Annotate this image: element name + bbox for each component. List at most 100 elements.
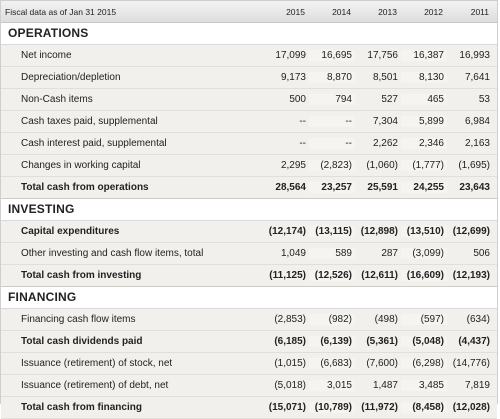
cell: 24,255 [401, 182, 447, 193]
year-col: 2011 [470, 6, 489, 17]
cell: 23,643 [459, 182, 490, 193]
cell: (13,510) [401, 226, 447, 237]
row-label: Total cash from operations [21, 182, 149, 193]
cell: (15,071) [268, 402, 306, 413]
row-label: Issuance (retirement) of debt, net [21, 380, 169, 391]
cell: 16,387 [401, 50, 447, 61]
total-row: Total cash from investing (11,125) (12,5… [1, 265, 497, 287]
row-label: Capital expenditures [21, 226, 120, 237]
cell: 17,756 [367, 50, 398, 61]
table-row: Non-Cash items 500 794 527 465 53 [1, 89, 497, 111]
year-col: 2012 [424, 6, 443, 17]
cell: (1,777) [401, 160, 447, 171]
cell: (12,193) [452, 270, 490, 281]
cell: -- [309, 116, 355, 127]
cell: 8,870 [309, 72, 355, 83]
table-row: Depreciation/depletion 9,173 8,870 8,501… [1, 67, 497, 89]
cell: (12,699) [452, 226, 490, 237]
table-row: Total cash dividends paid (6,185) (6,139… [1, 331, 497, 353]
cell: (597) [401, 314, 447, 325]
section-title-investing: INVESTING [1, 199, 497, 221]
cell: 23,257 [309, 182, 355, 193]
total-row: Total cash from financing (15,071) (10,7… [1, 397, 497, 419]
section-title-financing: FINANCING [1, 287, 497, 309]
row-label: Depreciation/depletion [21, 72, 121, 83]
row-label: Cash interest paid, supplemental [21, 138, 167, 149]
cell: (8,458) [401, 402, 447, 413]
table-row: Net income 17,099 16,695 17,756 16,387 1… [1, 45, 497, 67]
row-label: Cash taxes paid, supplemental [21, 116, 158, 127]
table-row: Cash interest paid, supplemental -- -- 2… [1, 133, 497, 155]
cell: -- [299, 138, 306, 149]
cell: 465 [401, 94, 447, 105]
cell: (6,139) [309, 336, 355, 347]
cell: 8,130 [401, 72, 447, 83]
cell: (1,015) [274, 358, 306, 369]
cell: 28,564 [275, 182, 306, 193]
cell: (6,298) [401, 358, 447, 369]
cell: (12,526) [309, 270, 355, 281]
cell: 7,641 [464, 72, 490, 83]
cell: (2,853) [274, 314, 306, 325]
cell: (5,361) [366, 336, 398, 347]
cell: 2,295 [280, 160, 306, 171]
table-row: Issuance (retirement) of stock, net (1,0… [1, 353, 497, 375]
cell: 17,099 [275, 50, 306, 61]
cell: (12,028) [452, 402, 490, 413]
cell: (634) [466, 314, 490, 325]
cell: 5,899 [401, 116, 447, 127]
cell: -- [299, 116, 306, 127]
cell: 16,695 [309, 50, 355, 61]
row-label: Non-Cash items [21, 94, 93, 105]
table-row: Financing cash flow items (2,853) (982) … [1, 309, 497, 331]
row-label: Issuance (retirement) of stock, net [21, 358, 173, 369]
table-row: Other investing and cash flow items, tot… [1, 243, 497, 265]
cell: 7,304 [372, 116, 398, 127]
cell: 500 [289, 94, 306, 105]
cell: (4,437) [458, 336, 490, 347]
cell: 1,049 [280, 248, 306, 259]
cell: (6,683) [309, 358, 355, 369]
table-row: Cash taxes paid, supplemental -- -- 7,30… [1, 111, 497, 133]
cell: (7,600) [366, 358, 398, 369]
cell: 527 [381, 94, 398, 105]
table-row: Changes in working capital 2,295 (2,823)… [1, 155, 497, 177]
cell: 589 [309, 248, 355, 259]
cell: 1,487 [372, 380, 398, 391]
row-label: Total cash from investing [21, 270, 142, 281]
total-row: Total cash from operations 28,564 23,257… [1, 177, 497, 199]
section-title-operations: OPERATIONS [1, 23, 497, 45]
cell: (1,695) [458, 160, 490, 171]
cell: 506 [473, 248, 490, 259]
row-label: Net income [21, 50, 72, 61]
cell: (12,898) [360, 226, 398, 237]
year-col: 2013 [378, 6, 397, 17]
cell: (11,125) [269, 270, 306, 281]
cell: 2,346 [401, 138, 447, 149]
cell: 3,485 [401, 380, 447, 391]
row-label: Total cash from financing [21, 402, 142, 413]
cell: (2,823) [309, 160, 355, 171]
cell: (1,060) [366, 160, 398, 171]
cell: 794 [309, 94, 355, 105]
table-header: Fiscal data as of Jan 31 2015 2015 2014 … [1, 1, 497, 23]
cell: 2,262 [372, 138, 398, 149]
cell: 53 [478, 94, 490, 105]
cell: (11,972) [361, 402, 398, 413]
cell: (12,611) [361, 270, 398, 281]
cell: (498) [374, 314, 398, 325]
cell: (16,609) [401, 270, 447, 281]
cell: 6,984 [464, 116, 490, 127]
fiscal-date-label: Fiscal data as of Jan 31 2015 [5, 6, 117, 17]
row-label: Financing cash flow items [21, 314, 136, 325]
cell: (12,174) [268, 226, 306, 237]
cell: (10,789) [309, 402, 355, 413]
cell: 287 [381, 248, 398, 259]
cell: (5,018) [274, 380, 306, 391]
cell: (6,185) [274, 336, 306, 347]
table-row: Issuance (retirement) of debt, net (5,01… [1, 375, 497, 397]
cell: (982) [309, 314, 355, 325]
cell: 25,591 [367, 182, 398, 193]
cell: 9,173 [280, 72, 306, 83]
